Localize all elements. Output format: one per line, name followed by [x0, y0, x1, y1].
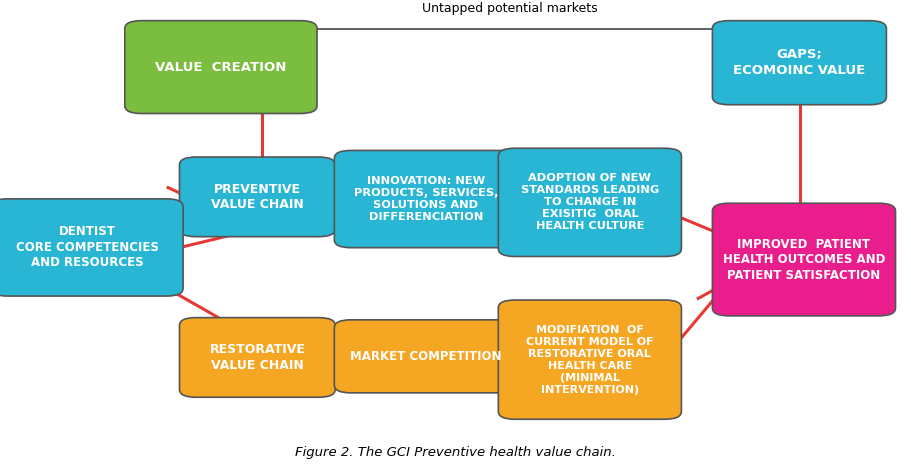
FancyBboxPatch shape [179, 157, 335, 237]
FancyBboxPatch shape [498, 148, 681, 256]
FancyBboxPatch shape [179, 318, 335, 397]
Text: INNOVATION: NEW
PRODUCTS, SERVICES,
SOLUTIONS AND
DIFFERENCIATION: INNOVATION: NEW PRODUCTS, SERVICES, SOLU… [353, 176, 498, 222]
Text: ADOPTION OF NEW
STANDARDS LEADING
TO CHANGE IN
EXISITIG  ORAL
HEALTH CULTURE: ADOPTION OF NEW STANDARDS LEADING TO CHA… [521, 173, 659, 231]
Text: IMPROVED  PATIENT
HEALTH OUTCOMES AND
PATIENT SATISFACTION: IMPROVED PATIENT HEALTH OUTCOMES AND PAT… [722, 238, 885, 282]
Text: Figure 2. The GCI Preventive health value chain.: Figure 2. The GCI Preventive health valu… [295, 446, 616, 459]
Text: PREVENTIVE
VALUE CHAIN: PREVENTIVE VALUE CHAIN [211, 183, 303, 211]
Text: MARKET COMPETITION: MARKET COMPETITION [350, 350, 502, 363]
Text: GAPS;
ECOMOINC VALUE: GAPS; ECOMOINC VALUE [733, 49, 865, 77]
FancyBboxPatch shape [498, 300, 681, 419]
Text: MODIFIATION  OF
CURRENT MODEL OF
RESTORATIVE ORAL
HEALTH CARE
(MINIMAL
INTERVENT: MODIFIATION OF CURRENT MODEL OF RESTORAT… [526, 325, 654, 395]
Text: RESTORATIVE
VALUE CHAIN: RESTORATIVE VALUE CHAIN [210, 343, 305, 372]
Text: Untapped potential markets: Untapped potential markets [423, 2, 598, 15]
FancyBboxPatch shape [0, 199, 183, 296]
FancyBboxPatch shape [712, 21, 886, 105]
FancyBboxPatch shape [125, 21, 317, 114]
Text: VALUE  CREATION: VALUE CREATION [155, 60, 287, 73]
Text: DENTIST
CORE COMPETENCIES
AND RESOURCES: DENTIST CORE COMPETENCIES AND RESOURCES [15, 226, 159, 270]
FancyBboxPatch shape [712, 203, 896, 316]
FancyBboxPatch shape [334, 320, 517, 393]
FancyBboxPatch shape [334, 150, 517, 248]
